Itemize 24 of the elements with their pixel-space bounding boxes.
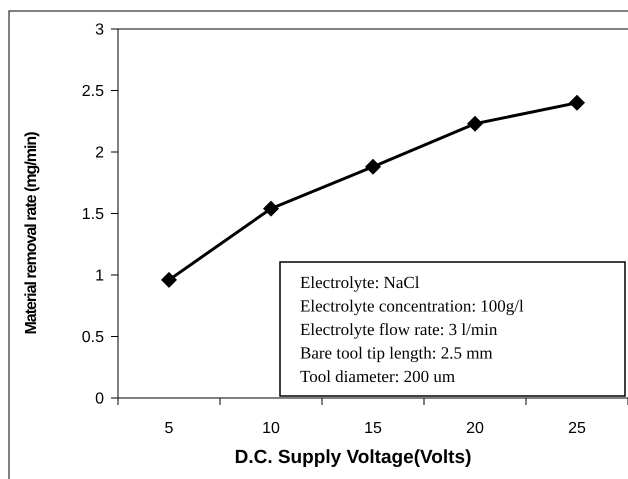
point	[161, 272, 177, 288]
point	[569, 94, 585, 111]
y-tick-label: 2	[95, 144, 104, 162]
point	[467, 116, 483, 132]
annotation: Electrolyte concentration: 100g/l	[300, 296, 524, 316]
y-tick-label: 1.5	[82, 206, 104, 224]
y-axis-title: Material removal rate (mg/min)	[23, 132, 40, 335]
x-tick-label: 20	[466, 420, 484, 437]
y-tick-label: 3	[95, 22, 104, 39]
annotation: Tool diameter: 200 um	[300, 367, 456, 386]
annotation: Bare tool tip length: 2.5 mm	[300, 344, 493, 362]
y-tick-label: 0.5	[82, 329, 104, 346]
y-tick-label: 2.5	[82, 83, 104, 100]
y-tick-label: 0	[95, 390, 104, 408]
x-axis-title: D.C. Supply Voltage(Volts)	[234, 447, 472, 468]
annotation: Electrolyte flow rate: 3 l/min	[300, 320, 498, 339]
point	[263, 200, 279, 217]
x-tick-label: 10	[262, 420, 280, 437]
annotation: Electrolyte: NaCl	[300, 273, 420, 292]
point	[365, 158, 381, 175]
y-tick-label: 1	[95, 268, 104, 285]
x-tick-label: 15	[364, 420, 382, 437]
x-tick-label: 5	[164, 420, 174, 437]
x-tick-label: 25	[568, 420, 586, 437]
